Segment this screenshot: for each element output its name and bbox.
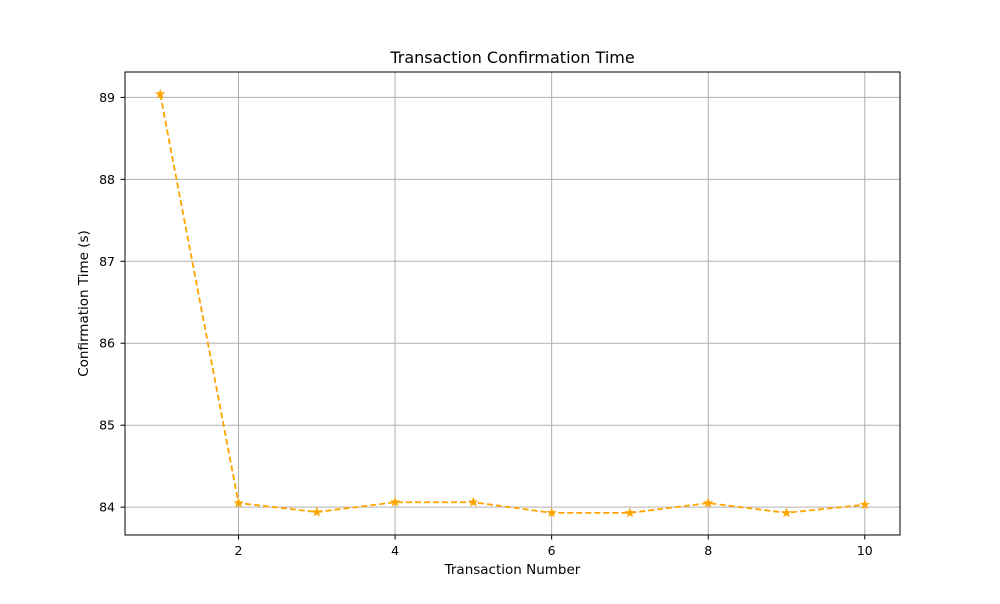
star-marker xyxy=(859,499,870,510)
x-axis-label: Transaction Number xyxy=(444,562,581,578)
y-tick-label: 88 xyxy=(99,172,115,187)
series-layer xyxy=(155,88,870,518)
star-marker xyxy=(702,497,714,508)
plot-area xyxy=(125,72,900,535)
x-tick-label: 10 xyxy=(857,543,873,558)
y-tick-label: 85 xyxy=(99,418,115,433)
series-line xyxy=(159,93,865,514)
y-tick-label: 87 xyxy=(99,254,115,269)
x-tick-label: 6 xyxy=(548,543,556,558)
y-axis-ticks: 84 85 86 87 88 89 xyxy=(99,90,125,515)
x-tick-label: 4 xyxy=(391,543,399,558)
y-tick-label: 86 xyxy=(99,336,115,351)
star-marker xyxy=(389,496,401,507)
x-axis-ticks: 2 4 6 8 10 xyxy=(235,535,873,558)
y-tick-label: 89 xyxy=(99,90,115,105)
grid-lines xyxy=(125,72,900,535)
star-marker xyxy=(546,507,557,518)
star-marker xyxy=(155,88,166,99)
y-tick-label: 84 xyxy=(99,500,115,515)
y-axis-label: Confirmation Time (s) xyxy=(76,230,92,377)
star-marker xyxy=(468,496,479,507)
chart-title: Transaction Confirmation Time xyxy=(389,48,634,67)
star-marker xyxy=(624,507,636,518)
x-tick-label: 8 xyxy=(704,543,712,558)
star-marker xyxy=(311,506,323,517)
star-marker xyxy=(233,497,244,508)
x-tick-label: 2 xyxy=(235,543,243,558)
plot-frame xyxy=(124,71,901,536)
star-marker xyxy=(781,507,792,518)
